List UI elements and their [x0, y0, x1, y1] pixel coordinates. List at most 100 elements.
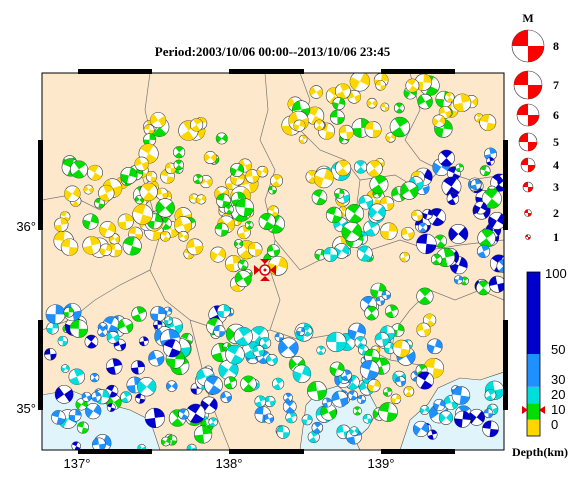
focal-mechanism: [247, 242, 263, 257]
magnitude-label: 5: [553, 135, 559, 149]
magnitude-legend-header: M: [522, 11, 533, 25]
focal-mechanism: [473, 201, 488, 215]
focal-mechanism: [164, 316, 173, 325]
focal-mechanism: [316, 345, 326, 356]
focal-mechanism: [334, 188, 345, 199]
depth-tick-label: 30: [551, 372, 565, 387]
depth-band: [527, 419, 540, 436]
focal-mechanism: [417, 93, 433, 110]
focal-mechanism: [382, 387, 393, 397]
depth-unit-label: Depth(km): [512, 445, 568, 459]
focal-mechanism: [276, 425, 290, 439]
focal-mechanism: [301, 414, 313, 426]
focal-mechanism: [486, 157, 495, 166]
focal-mechanism: [285, 411, 298, 424]
focal-mechanism: [497, 174, 504, 188]
lon-tick-label: 137°: [64, 456, 91, 471]
focal-mechanism: [75, 398, 88, 411]
focal-mechanism: [132, 204, 153, 225]
focal-mechanism: [152, 320, 163, 330]
focal-mechanism: [139, 182, 158, 202]
frame-bar: [78, 449, 152, 454]
focal-mechanism: [366, 97, 378, 109]
focal-mechanism: [395, 376, 406, 387]
depth-tick-label: 100: [545, 266, 567, 281]
focal-mechanism: [451, 386, 471, 405]
focal-mechanism: [357, 394, 367, 404]
focal-mechanism: [400, 181, 419, 200]
focal-mechanism: [263, 413, 275, 424]
focal-mechanism: [54, 385, 74, 404]
magnitude-beachball: [513, 70, 543, 100]
focal-mechanism: [99, 243, 113, 256]
magnitude-label: 8: [553, 39, 559, 53]
focal-mechanism: [117, 318, 134, 334]
focal-mechanism: [380, 222, 398, 240]
focal-mechanism: [99, 221, 116, 238]
focal-mechanism: [349, 73, 370, 92]
frame-bar: [229, 69, 304, 74]
focal-mechanism: [204, 375, 223, 395]
focal-mechanism: [307, 430, 320, 443]
focal-mechanism: [416, 287, 434, 305]
focal-mechanism: [422, 208, 433, 220]
focal-mechanism: [223, 204, 234, 215]
focal-mechanism: [186, 238, 204, 256]
focal-mechanism: [233, 239, 244, 249]
focal-mechanism: [416, 322, 431, 338]
focal-mechanism: [120, 166, 138, 185]
focal-mechanism: [313, 119, 325, 131]
focal-mechanism: [444, 92, 455, 103]
depth-tick-label: 20: [551, 387, 565, 402]
focal-mechanism: [375, 296, 385, 306]
focal-mechanism: [102, 316, 120, 334]
focal-mechanism: [369, 174, 389, 194]
focal-mechanism: [122, 236, 142, 256]
focal-mechanism: [392, 339, 411, 358]
depth-tick-label: 50: [551, 342, 565, 357]
focal-mechanism: [349, 426, 360, 436]
focal-mechanism: [477, 228, 496, 248]
focal-mechanism: [272, 377, 285, 390]
focal-mechanism: [144, 407, 166, 429]
focal-mechanism: [274, 332, 284, 342]
focal-mechanism: [484, 389, 497, 401]
focal-mechanism: [454, 410, 472, 428]
frame-bar: [38, 140, 43, 230]
focal-mechanism: [193, 425, 213, 444]
focal-mechanism: [240, 375, 257, 393]
focal-mechanism: [134, 156, 149, 172]
magnitude-beachball: [518, 132, 538, 152]
magnitude-label: 3: [553, 180, 559, 194]
magnitude-label: 7: [553, 78, 559, 92]
focal-mechanism: [174, 216, 193, 235]
focal-mechanism: [354, 160, 368, 174]
focal-mechanism: [268, 185, 277, 195]
focal-mechanism: [268, 255, 288, 276]
focal-mechanism: [320, 404, 337, 421]
focal-mechanism: [138, 336, 149, 347]
focal-mechanism: [44, 348, 57, 361]
focal-mechanism: [335, 159, 352, 177]
focal-mechanism: [383, 342, 396, 355]
focal-mechanism: [482, 420, 499, 438]
focal-mechanism: [364, 305, 379, 321]
map-frame-ticks: [38, 69, 508, 454]
depth-tick-label: 10: [551, 402, 565, 417]
focal-mechanism: [146, 213, 163, 230]
focal-mechanism: [264, 395, 276, 408]
focal-mechanism: [479, 114, 497, 131]
focal-mechanism: [252, 345, 265, 357]
focal-mechanism: [148, 350, 165, 367]
focal-mechanism: [430, 253, 443, 266]
bay-sea-west: [42, 389, 161, 450]
focal-mechanism: [160, 436, 171, 447]
focal-mechanism: [378, 402, 398, 422]
focal-mechanism: [91, 437, 106, 450]
magnitude-beachball: [522, 181, 534, 193]
focal-mechanism: [245, 169, 260, 184]
focal-mechanism: [186, 443, 197, 450]
focal-mechanism: [166, 380, 178, 392]
focal-mechanism: [230, 162, 245, 178]
